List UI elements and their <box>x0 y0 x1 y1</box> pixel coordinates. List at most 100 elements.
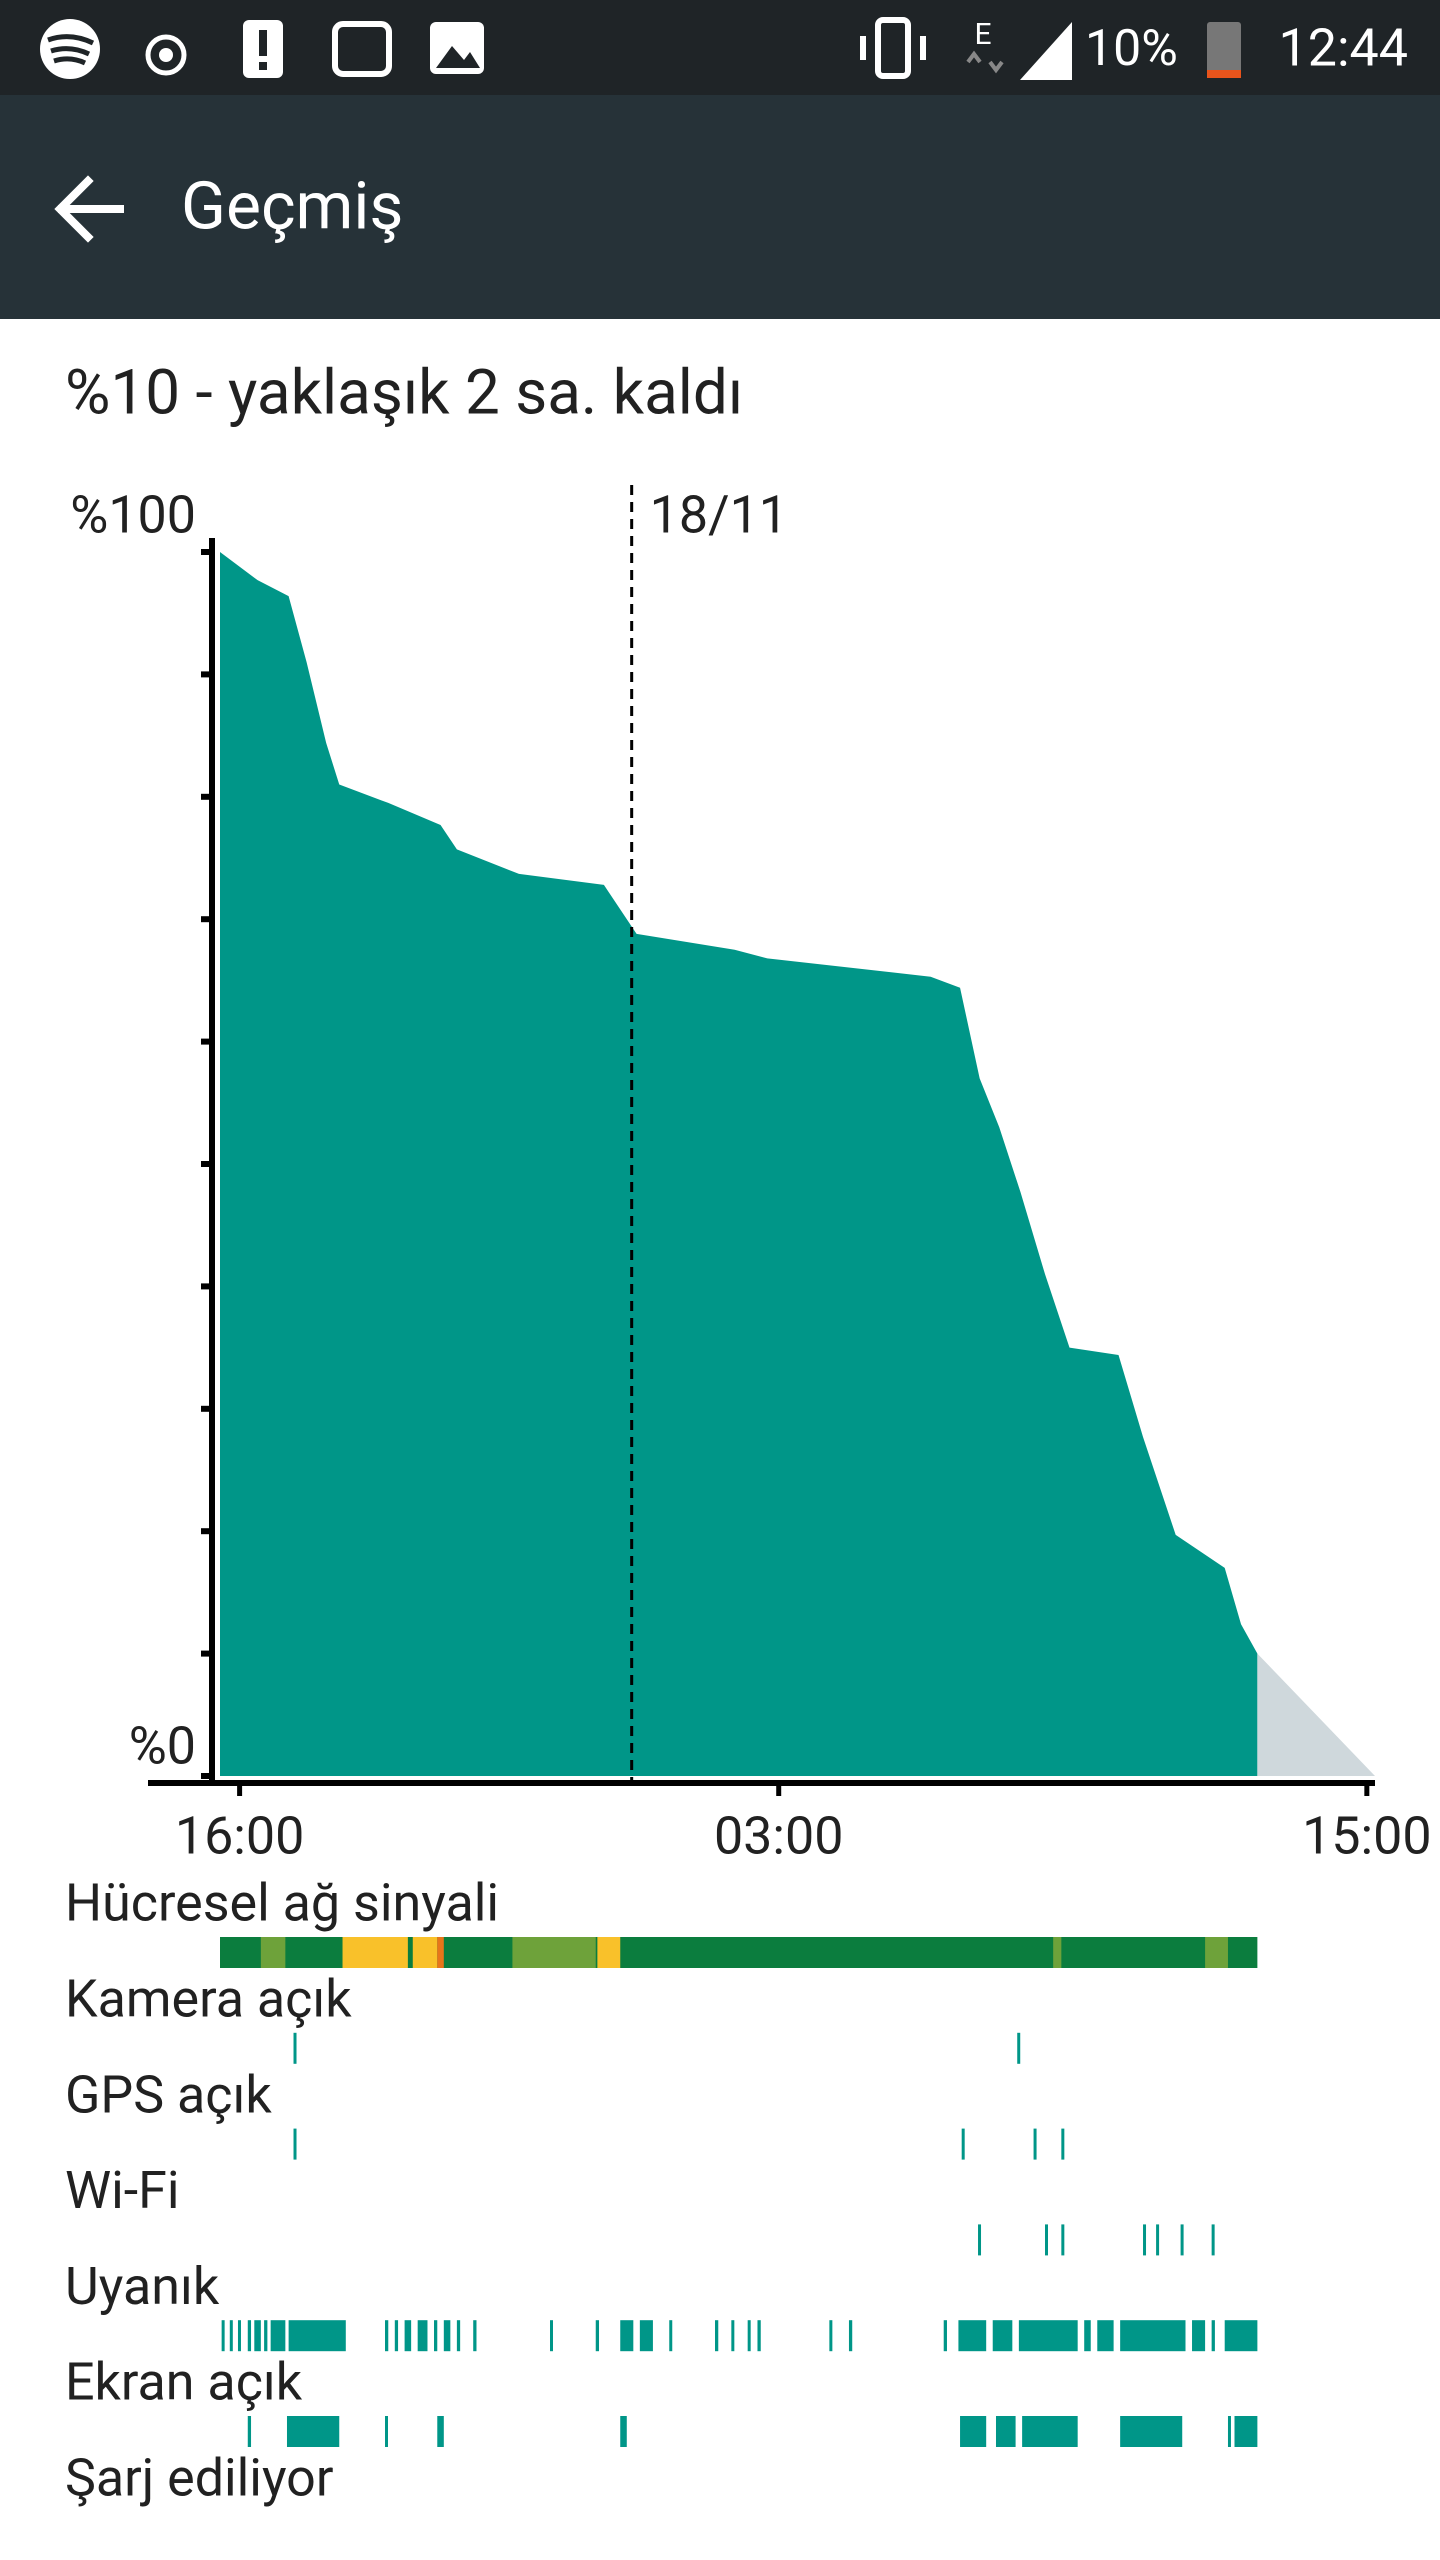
activity-segment <box>1045 2224 1048 2256</box>
activity-segment <box>958 2320 987 2352</box>
activity-segment <box>715 2320 719 2352</box>
activity-segment <box>1033 2128 1037 2160</box>
back-button[interactable] <box>40 160 140 260</box>
activity-segment <box>1211 2224 1215 2256</box>
activity-segment <box>434 2320 438 2352</box>
activity-segment <box>595 2320 600 2352</box>
activity-segment <box>1053 1937 1062 1968</box>
activity-segment <box>293 2128 297 2160</box>
activity-rows: Hücresel ağ sinyali Kamera açık GPS açık Wi… <box>65 1873 1258 2509</box>
activity-segment <box>270 2320 286 2352</box>
activity-label: Uyanık <box>65 2256 220 2317</box>
back-arrow[interactable] <box>54 175 124 243</box>
activity-segment <box>620 2416 627 2447</box>
activity-segment <box>1192 2320 1206 2352</box>
activity-segment <box>443 2320 451 2352</box>
status-bar <box>0 0 1440 95</box>
activity-segment <box>960 2416 987 2447</box>
activity-segment <box>747 2320 751 2352</box>
activity-segment <box>394 2320 399 2352</box>
activity-segment <box>437 2416 444 2447</box>
network-type: E <box>974 17 991 52</box>
battery-chart: 18/11 %0 %100 16:00 03:00 15:00 <box>70 485 1431 1867</box>
activity-segment <box>992 2320 1013 2352</box>
activity-segment <box>1180 2224 1184 2256</box>
y-tick-label: %0 <box>129 1716 196 1777</box>
activity-segment <box>437 1937 444 1968</box>
activity-segment <box>961 2128 965 2160</box>
app-icon-dot <box>159 48 173 62</box>
activity-segment <box>247 2320 252 2352</box>
activity-segment <box>229 2320 233 2352</box>
spotify-waves <box>47 34 95 66</box>
activity-segment <box>620 2320 634 2352</box>
activity-label: Wi-Fi <box>65 2160 180 2221</box>
prediction-area <box>1257 1653 1375 1776</box>
activity-segment <box>288 2320 346 2352</box>
alert-dot <box>259 62 267 70</box>
sync-icon <box>332 21 392 77</box>
activity-segment <box>731 2320 735 2352</box>
activity-segment <box>264 2320 268 2352</box>
gallery-mountain <box>436 46 480 68</box>
activity-segment <box>1061 2128 1065 2160</box>
activity-segment <box>597 1937 621 1968</box>
battery-percent: 10% <box>1085 20 1178 78</box>
activity-segment <box>1097 2320 1114 2352</box>
activity-segment <box>1017 2032 1021 2064</box>
activity-segment <box>943 2320 947 2352</box>
alert-mark <box>259 30 267 56</box>
activity-segment <box>385 2416 388 2447</box>
activity-segment <box>473 2320 477 2352</box>
activity-segment <box>829 2320 833 2352</box>
activity-segment <box>1120 2320 1186 2352</box>
vibrate-left <box>860 36 866 60</box>
activity-segment <box>286 2416 340 2447</box>
activity-segment <box>995 2416 1016 2447</box>
activity-segment <box>221 2320 225 2352</box>
activity-segment <box>550 2320 553 2352</box>
activity-segment <box>1143 2224 1147 2256</box>
activity-segment <box>1120 2416 1183 2447</box>
activity-segment <box>254 2320 261 2352</box>
activity-segment <box>1227 2416 1231 2447</box>
activity-label: GPS açık <box>65 2064 272 2125</box>
activity-label: Hücresel ağ sinyali <box>65 1873 499 1934</box>
activity-segment <box>1084 2320 1091 2352</box>
data-arrows <box>966 50 1004 74</box>
signal-icon <box>1020 22 1072 80</box>
vibrate-icon <box>875 17 911 79</box>
x-tick-label: 15:00 <box>1302 1806 1432 1867</box>
activity-segment <box>1211 2320 1215 2352</box>
activity-segment <box>404 2320 412 2352</box>
activity-segment <box>385 2320 389 2352</box>
activity-segment <box>237 2320 241 2352</box>
x-tick-label: 03:00 <box>714 1806 844 1867</box>
activity-segment <box>456 2320 461 2352</box>
activity-segment <box>247 2416 252 2447</box>
activity-segment <box>293 2032 297 2064</box>
battery-summary: %10 - yaklaşık 2 sa. kaldı <box>65 356 743 429</box>
activity-segment <box>342 1937 408 1968</box>
battery-level <box>1207 70 1241 78</box>
app-bar-title: Geçmiş <box>181 168 404 245</box>
activity-segment <box>260 1937 286 1968</box>
activity-label: Şarj ediliyor <box>65 2448 333 2509</box>
x-tick-label: 16:00 <box>175 1806 305 1867</box>
date-marker-label: 18/11 <box>650 485 788 546</box>
activity-segment <box>412 1937 438 1968</box>
activity-label: Kamera açık <box>65 1969 352 2030</box>
activity-segment <box>1205 1937 1228 1968</box>
activity-segment <box>417 2320 428 2352</box>
app-bar <box>0 95 1440 319</box>
activity-segment <box>1061 2224 1065 2256</box>
battery-area <box>220 552 1258 1776</box>
app-icon <box>145 34 187 76</box>
activity-segment <box>1234 2416 1258 2447</box>
activity-segment <box>848 2320 853 2352</box>
vibrate-right <box>920 36 926 60</box>
activity-segment <box>1156 2224 1160 2256</box>
y-tick-label: %100 <box>70 485 196 546</box>
